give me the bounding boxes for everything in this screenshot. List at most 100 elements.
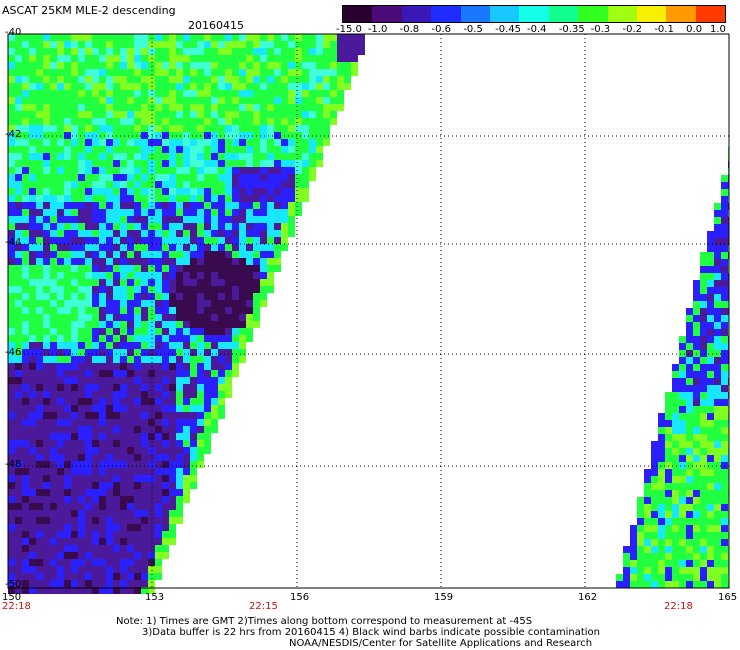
data-cell (29, 251, 36, 258)
data-cell (148, 356, 155, 363)
data-cell (658, 434, 665, 441)
data-cell (36, 349, 43, 356)
data-cell (232, 160, 239, 167)
data-cell (148, 552, 155, 559)
data-cell (78, 349, 85, 356)
data-cell (36, 426, 43, 433)
data-cell (693, 413, 700, 420)
data-cell (190, 237, 197, 244)
data-cell (162, 314, 169, 321)
data-cell (148, 146, 155, 153)
data-cell (106, 300, 113, 307)
data-cell (155, 55, 162, 62)
data-cell (22, 251, 29, 258)
data-cell (141, 321, 148, 328)
data-cell (176, 223, 183, 230)
data-cell (36, 587, 43, 594)
data-cell (253, 279, 260, 286)
data-cell (85, 293, 92, 300)
data-cell (43, 216, 50, 223)
data-cell (176, 90, 183, 97)
data-cell (8, 370, 15, 377)
lon-label: 165 (718, 592, 738, 603)
data-cell (169, 195, 176, 202)
data-cell (246, 83, 253, 90)
data-cell (190, 83, 197, 90)
data-cell (92, 153, 99, 160)
data-cell (148, 209, 155, 216)
data-cell (707, 532, 714, 539)
data-cell (141, 496, 148, 503)
data-cell (141, 188, 148, 195)
data-cell (92, 566, 99, 573)
data-cell (8, 104, 15, 111)
data-cell (707, 518, 714, 525)
data-cell (239, 188, 246, 195)
data-cell (127, 321, 134, 328)
data-cell (57, 76, 64, 83)
data-cell (85, 454, 92, 461)
data-cell (92, 468, 99, 475)
data-cell (57, 265, 64, 272)
data-cell (225, 286, 232, 293)
data-cell (232, 90, 239, 97)
data-cell (246, 34, 253, 41)
data-cell (218, 384, 225, 391)
data-cell (707, 504, 714, 511)
data-cell (190, 34, 197, 41)
data-cell (225, 202, 232, 209)
data-cell (211, 160, 218, 167)
data-cell (71, 440, 78, 447)
data-cell (57, 475, 64, 482)
data-cell (218, 132, 225, 139)
data-cell (637, 560, 644, 567)
data-cell (120, 314, 127, 321)
data-cell (190, 90, 197, 97)
data-cell (57, 349, 64, 356)
data-cell (43, 153, 50, 160)
data-cell (162, 244, 169, 251)
data-cell (92, 279, 99, 286)
data-cell (337, 90, 344, 97)
data-cell (700, 266, 707, 273)
data-cell (50, 321, 57, 328)
data-cell (309, 76, 316, 83)
data-cell (50, 391, 57, 398)
data-cell (99, 538, 106, 545)
data-cell (679, 357, 686, 364)
data-cell (106, 433, 113, 440)
data-cell (197, 356, 204, 363)
data-cell (211, 265, 218, 272)
data-cell (22, 195, 29, 202)
data-cell (92, 461, 99, 468)
data-cell (344, 83, 351, 90)
data-cell (127, 90, 134, 97)
data-cell (127, 538, 134, 545)
data-cell (29, 48, 36, 55)
data-cell (707, 301, 714, 308)
data-cell (644, 560, 651, 567)
data-cell (714, 308, 721, 315)
data-cell (204, 272, 211, 279)
data-cell (190, 433, 197, 440)
data-cell (672, 371, 679, 378)
data-cell (190, 167, 197, 174)
data-cell (141, 524, 148, 531)
data-cell (15, 356, 22, 363)
data-cell (64, 272, 71, 279)
data-cell (239, 62, 246, 69)
data-cell (197, 188, 204, 195)
data-cell (686, 469, 693, 476)
data-cell (29, 538, 36, 545)
data-cell (85, 174, 92, 181)
data-cell (714, 469, 721, 476)
data-cell (43, 167, 50, 174)
data-cell (309, 174, 316, 181)
data-cell (616, 581, 623, 588)
data-cell (679, 546, 686, 553)
data-cell (204, 307, 211, 314)
data-cell (721, 518, 728, 525)
data-cell (211, 223, 218, 230)
data-cell (85, 160, 92, 167)
data-cell (162, 440, 169, 447)
